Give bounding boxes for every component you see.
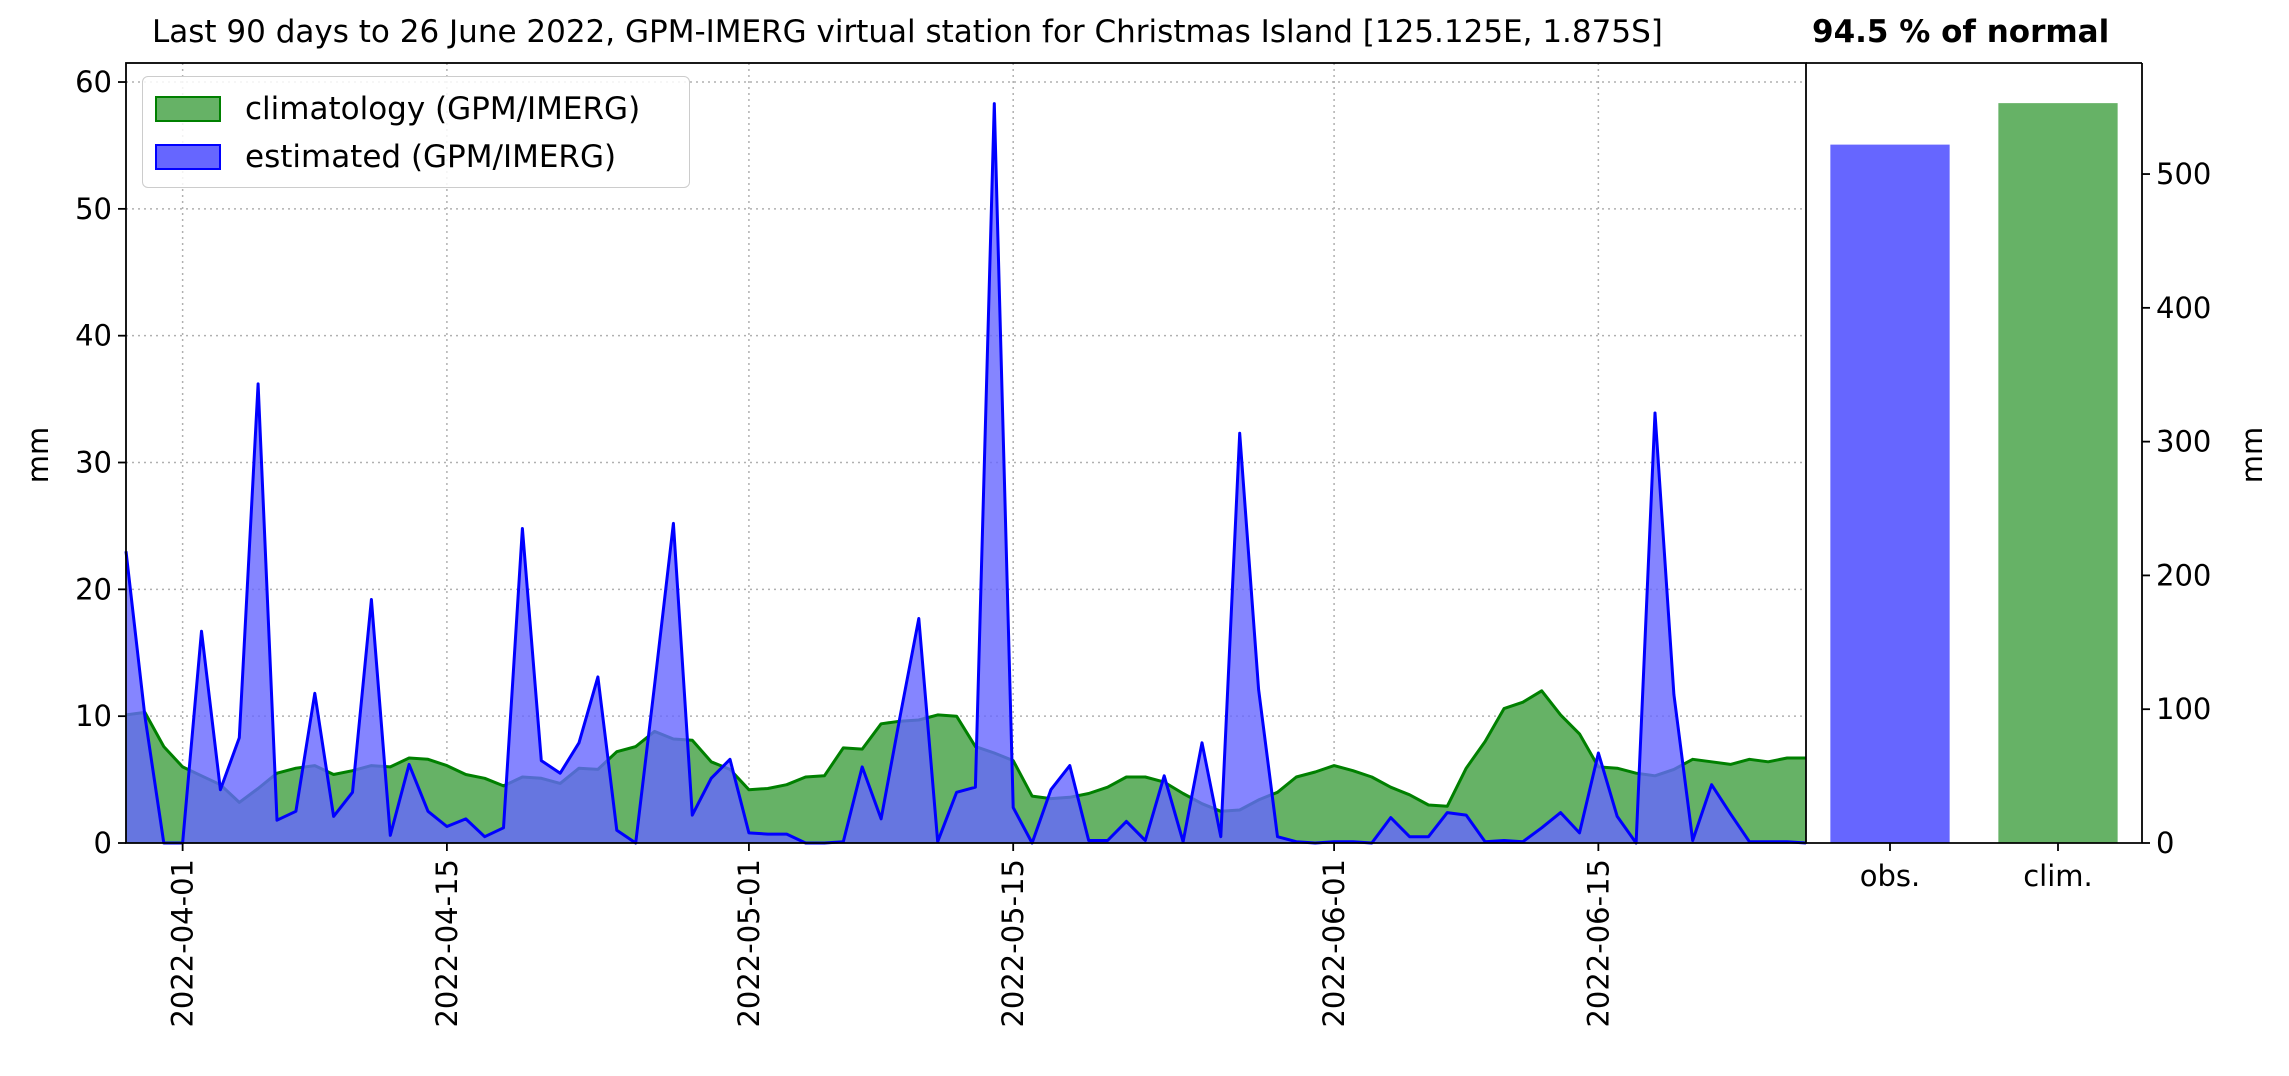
bar-y-tick-label: 100 <box>2156 692 2211 726</box>
x-tick-label: 2022-04-15 <box>430 859 464 1028</box>
y-axis-label-right: mm <box>2235 427 2269 484</box>
y-tick-label: 20 <box>75 572 112 606</box>
legend-swatch-climatology <box>155 96 221 122</box>
main-series-areas <box>124 102 1807 845</box>
y-tick-label: 40 <box>75 319 112 353</box>
main-plot-frame <box>125 62 1807 844</box>
x-tick-label: 2022-06-15 <box>1581 859 1615 1028</box>
bar-y-tick-label: 200 <box>2156 558 2211 592</box>
legend-label-estimated: estimated (GPM/IMERG) <box>245 139 617 175</box>
y-tick-label: 0 <box>94 826 112 860</box>
bar-y-tick-label: 500 <box>2156 157 2211 191</box>
legend-entry-climatology: climatology (GPM/IMERG) <box>155 91 641 127</box>
x-tick-label: 2022-04-01 <box>166 859 200 1028</box>
bar-y-tick-label: 300 <box>2156 425 2211 459</box>
y-axis-label-left: mm <box>21 427 55 484</box>
x-tick-label: 2022-05-01 <box>732 859 766 1028</box>
bar-y-tick-label: 0 <box>2156 826 2174 860</box>
legend-swatch-estimated <box>155 144 221 170</box>
y-tick-label: 10 <box>75 699 112 733</box>
bar-obs <box>1830 144 1950 843</box>
y-tick-label: 50 <box>75 192 112 226</box>
legend-label-climatology: climatology (GPM/IMERG) <box>245 91 641 127</box>
y-tick-label: 60 <box>75 65 112 99</box>
chart-title: Last 90 days to 26 June 2022, GPM-IMERG … <box>152 14 1663 50</box>
line-estimated <box>124 102 1807 845</box>
x-tick-label: 2022-05-15 <box>996 859 1030 1028</box>
x-tick-label: 2022-06-01 <box>1317 859 1351 1028</box>
percent-of-normal: 94.5 % of normal <box>1812 14 2110 50</box>
bar-y-tick-label: 400 <box>2156 291 2211 325</box>
legend: climatology (GPM/IMERG) estimated (GPM/I… <box>142 76 690 188</box>
bar-chart: obs. clim. 0 100 200 300 400 500 <box>1806 62 2211 893</box>
main-axes: 0 10 20 30 40 50 60 2022-04-01 2022-04-15 2022-05… <box>75 65 1615 1028</box>
line-climatology <box>125 689 1806 813</box>
y-tick-label: 30 <box>75 446 112 480</box>
bar-category-label: clim. <box>2023 859 2093 893</box>
main-gridlines <box>126 63 1806 843</box>
bar-category-label: obs. <box>1860 859 1920 893</box>
legend-entry-estimated: estimated (GPM/IMERG) <box>155 139 617 175</box>
bar-clim <box>1998 103 2118 844</box>
